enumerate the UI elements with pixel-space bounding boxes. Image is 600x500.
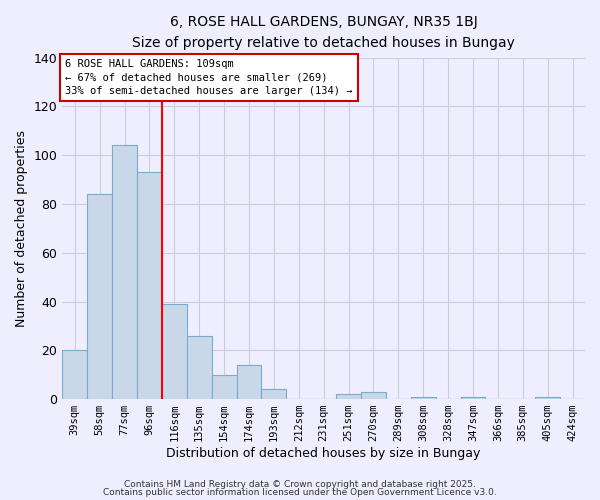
Text: Contains HM Land Registry data © Crown copyright and database right 2025.: Contains HM Land Registry data © Crown c… [124,480,476,489]
Bar [62,350,87,399]
Bar [187,336,212,399]
Bar [262,390,286,399]
X-axis label: Distribution of detached houses by size in Bungay: Distribution of detached houses by size … [166,447,481,460]
Title: 6, ROSE HALL GARDENS, BUNGAY, NR35 1BJ
Size of property relative to detached hou: 6, ROSE HALL GARDENS, BUNGAY, NR35 1BJ S… [132,15,515,50]
Bar [137,172,162,399]
Y-axis label: Number of detached properties: Number of detached properties [15,130,28,327]
Bar [535,396,560,399]
Bar [162,304,187,399]
Bar [411,396,436,399]
Bar [361,392,386,399]
Bar [212,374,236,399]
Text: Contains public sector information licensed under the Open Government Licence v3: Contains public sector information licen… [103,488,497,497]
Bar [461,396,485,399]
Bar [112,146,137,399]
Bar [236,365,262,399]
Text: 6 ROSE HALL GARDENS: 109sqm
← 67% of detached houses are smaller (269)
33% of se: 6 ROSE HALL GARDENS: 109sqm ← 67% of det… [65,60,352,96]
Bar [336,394,361,399]
Bar [87,194,112,399]
